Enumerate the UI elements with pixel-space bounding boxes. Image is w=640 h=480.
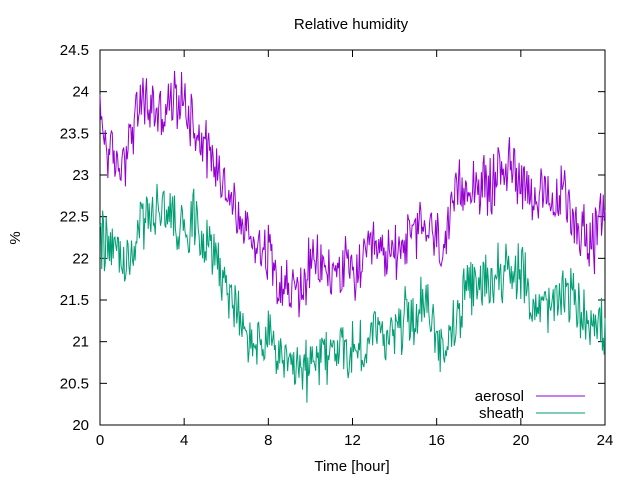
plot-frame — [99, 49, 606, 426]
series-line-sheath — [99, 183, 606, 403]
x-tick-label: 4 — [180, 432, 188, 449]
x-tick-label: 20 — [512, 432, 529, 449]
x-axis-ticks: 0 4 8 12 16 20 24 — [96, 50, 614, 449]
y-tick-label: 22.5 — [60, 209, 89, 226]
y-tick-label: 20.5 — [60, 375, 89, 392]
x-tick-label: 24 — [597, 432, 614, 449]
x-tick-label: 16 — [428, 432, 445, 449]
chart-title: Relative humidity — [294, 16, 409, 33]
y-tick-label: 21.5 — [60, 292, 89, 309]
x-axis-title: Time [hour] — [314, 458, 389, 475]
series-line-aerosol — [99, 70, 606, 318]
y-tick-label: 22 — [72, 250, 89, 267]
legend-label: aerosol — [475, 388, 524, 405]
y-tick-label: 20 — [72, 417, 89, 434]
y-tick-label: 24.5 — [60, 42, 89, 59]
x-tick-label: 0 — [96, 432, 104, 449]
x-tick-label: 12 — [344, 432, 361, 449]
x-tick-label: 8 — [264, 432, 272, 449]
y-tick-label: 23 — [72, 167, 89, 184]
legend-label: sheath — [479, 405, 524, 422]
y-tick-label: 24 — [72, 84, 89, 101]
series-layer — [99, 70, 606, 403]
y-axis-title: % — [7, 231, 24, 244]
y-tick-label: 23.5 — [60, 125, 89, 142]
y-tick-label: 21 — [72, 334, 89, 351]
